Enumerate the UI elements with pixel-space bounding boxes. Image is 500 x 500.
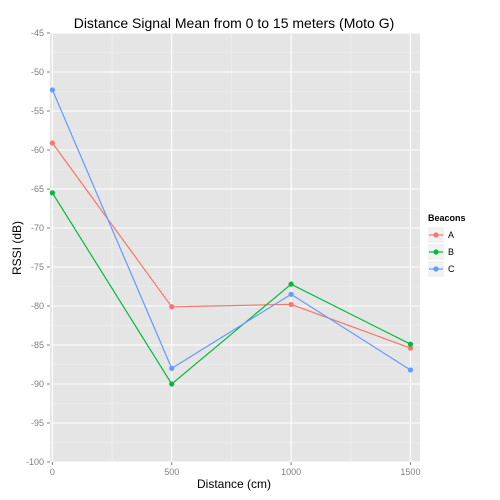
- legend-label-c: C: [448, 264, 455, 274]
- data-point-b: [407, 341, 414, 347]
- series-line-a: [51, 142, 411, 349]
- y-tick-label: -65: [31, 184, 44, 194]
- data-point-a: [169, 304, 175, 310]
- legend-point-a: [433, 232, 439, 238]
- legend-title: Beacons: [428, 213, 466, 223]
- minor-gridlines: [50, 33, 420, 462]
- data-point-a: [49, 140, 55, 146]
- legend-point-c: [433, 266, 439, 272]
- y-tick-label: -55: [31, 106, 44, 116]
- data-point-a: [288, 301, 294, 308]
- series-line-b: [51, 192, 411, 385]
- y-tick-label: -90: [31, 379, 44, 389]
- legend-label-a: A: [448, 230, 454, 240]
- x-tick-label: 0: [50, 467, 55, 477]
- x-tick-label: 500: [164, 467, 179, 477]
- y-tick-label: -75: [31, 262, 44, 272]
- data-point-c: [407, 367, 414, 373]
- y-tick-label: -70: [31, 223, 44, 233]
- y-tick-label: -100: [26, 457, 44, 467]
- data-point-a: [407, 345, 414, 351]
- legend-label-b: B: [448, 247, 454, 257]
- data-point-b: [169, 381, 175, 387]
- y-tick-label: -95: [31, 418, 44, 428]
- data-point-c: [49, 87, 55, 93]
- y-tick-label: -80: [31, 301, 44, 311]
- x-axis-ticks: 0 500 1000 1500: [50, 462, 420, 477]
- y-axis-title: RSSI (dB): [10, 221, 24, 275]
- data-point-b: [288, 281, 294, 287]
- data-point-b: [49, 190, 55, 196]
- chart-title: Distance Signal Mean from 0 to 15 meters…: [74, 15, 395, 31]
- y-tick-label: -45: [31, 28, 44, 38]
- x-axis-title: Distance (cm): [197, 477, 271, 491]
- legend-point-b: [433, 249, 439, 255]
- legend: Beacons ABC: [428, 213, 466, 277]
- x-tick-label: 1500: [400, 467, 420, 477]
- x-tick-label: 1000: [281, 467, 301, 477]
- series-layer: [49, 87, 414, 387]
- data-point-c: [169, 365, 175, 371]
- y-tick-label: -60: [31, 145, 44, 155]
- y-axis-ticks: -45 -50 -55 -60 -65 -70 -75 -80 -85 -90 -95 -100: [26, 28, 50, 467]
- y-tick-label: -85: [31, 340, 44, 350]
- series-line-c: [51, 89, 411, 371]
- y-tick-label: -50: [31, 67, 44, 77]
- data-point-c: [288, 291, 294, 297]
